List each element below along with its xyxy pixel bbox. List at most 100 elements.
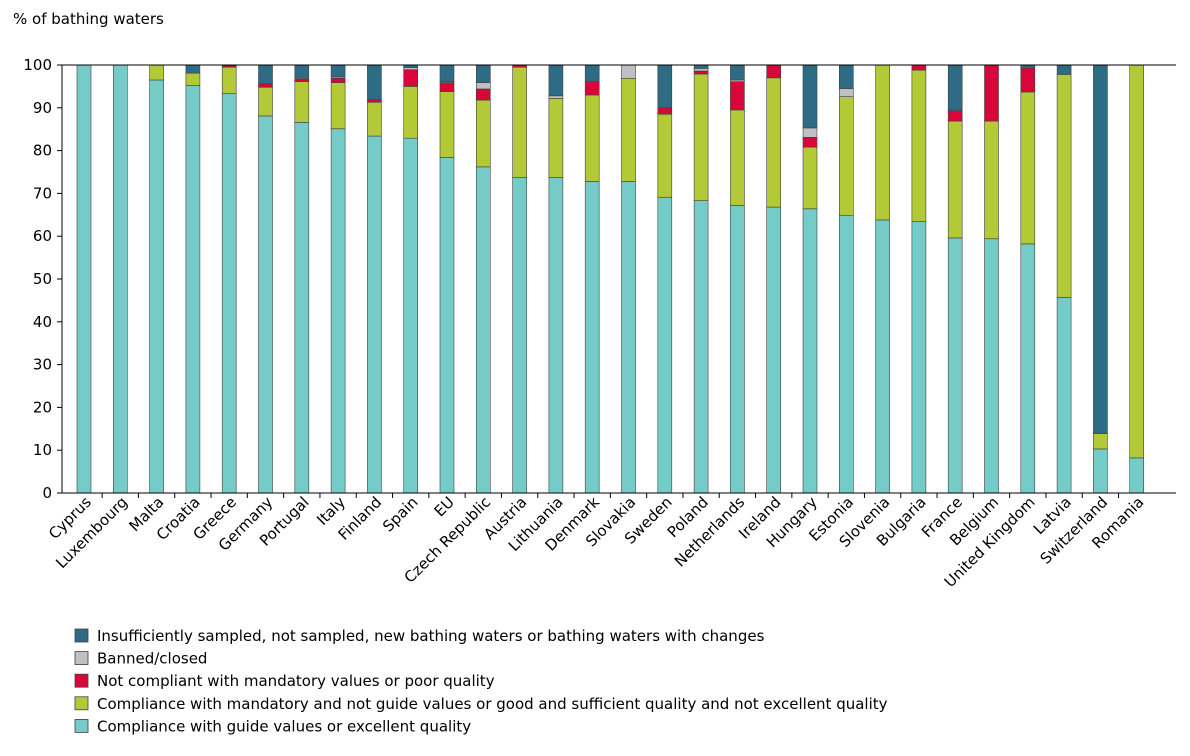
bar-segment-eu-s0 [439,157,455,494]
legend-swatch [74,696,89,711]
bar-segment-bulgaria-s2 [911,64,927,71]
legend-label: Insufficiently sampled, not sampled, new… [97,627,765,645]
bar-segment-netherlands-s0 [730,205,745,494]
bar-segment-germany-s0 [258,115,273,494]
bar-segment-finland-s1 [367,101,382,137]
bar-segment-denmark-s0 [584,181,600,494]
legend-swatch [74,628,89,643]
bar-segment-luxembourg-s0 [113,64,128,494]
bar-segment-greece-s0 [221,93,237,494]
bar-segment-estonia-s4 [838,64,854,89]
bar-segment-france-s4 [947,64,963,111]
bar-segment-hungary-s2 [802,137,818,148]
bar-segment-poland-s2 [693,70,709,75]
bar-segment-czech-republic-s0 [475,166,491,494]
bar-segment-switzerland-s1 [1093,433,1108,450]
bar-segment-italy-s4 [330,64,346,78]
bar-segment-lithuania-s4 [548,64,564,97]
bar-segment-slovakia-s3 [621,64,636,79]
bar-segment-belgium-s2 [984,64,999,122]
bar-segment-sweden-s0 [657,196,673,494]
bar-segment-estonia-s3 [838,88,854,97]
y-tick-label: 100 [23,56,52,74]
bar-segment-finland-s2 [367,99,382,103]
bar-segment-latvia-s4 [1056,64,1072,75]
x-category-labels: CyprusLuxembourgMaltaCroatiaGreeceGerman… [45,493,1147,591]
bar-segment-poland-s1 [693,73,709,201]
bar-segment-hungary-s1 [802,146,818,210]
axes-layer [57,64,1176,498]
bar-segment-ireland-s1 [766,77,782,208]
bar-segment-austria-s0 [512,177,527,494]
y-tick-label: 50 [33,270,52,288]
bar-segment-eu-s2 [439,82,455,92]
bar-segment-switzerland-s4 [1093,64,1108,434]
bar-segment-netherlands-s4 [730,64,745,81]
bar-segment-germany-s1 [258,86,273,117]
bar-segment-slovakia-s1 [621,77,636,182]
bar-segment-portugal-s0 [294,122,310,494]
bar-segment-spain-s0 [403,137,419,494]
bar-segment-slovenia-s0 [875,219,890,494]
bar-segment-denmark-s1 [584,94,600,182]
legend-label: Compliance with mandatory and not guide … [97,695,888,713]
bar-segment-germany-s2 [258,83,273,88]
bar-segment-spain-s2 [403,69,419,87]
bar-segment-lithuania-s0 [548,177,564,494]
y-tick-label: 80 [33,142,52,160]
legend-label: Not compliant with mandatory values or p… [97,672,495,690]
bar-segment-hungary-s3 [802,127,818,138]
bar-segment-romania-s0 [1129,457,1144,494]
y-tick-labels: 0 10 20 30 40 50 60 70 80 90 100 [23,56,52,502]
y-tick-label: 10 [33,441,52,459]
bar-segment-denmark-s4 [584,64,600,82]
bar-segment-czech-republic-s1 [475,99,491,168]
y-tick-label: 40 [33,313,52,331]
bar-segment-belgium-s0 [984,238,999,494]
bar-segment-finland-s0 [367,135,382,494]
bar-segment-hungary-s0 [802,208,818,494]
bar-segment-germany-s4 [258,64,273,85]
bar-segment-france-s2 [947,110,963,122]
bars-layer [76,64,1144,494]
bar-segment-united-kingdom-s2 [1020,67,1036,93]
bar-segment-poland-s4 [693,64,709,69]
bar-segment-italy-s2 [330,77,346,83]
y-tick-label: 30 [33,356,52,374]
legend-label: Banned/closed [97,650,207,668]
bar-segment-italy-s0 [330,128,346,494]
bar-segment-bulgaria-s1 [911,69,927,222]
legend-label: Compliance with guide values or excellen… [97,717,471,735]
bar-segment-spain-s1 [403,86,419,139]
bar-segment-portugal-s1 [294,81,310,123]
bar-segment-belgium-s1 [984,120,999,240]
bar-segment-malta-s0 [149,79,164,494]
bar-segment-slovakia-s0 [621,181,636,494]
y-tick-label: 70 [33,184,52,202]
bar-segment-estonia-s1 [838,96,854,216]
bar-segment-sweden-s2 [657,107,673,115]
bar-segment-hungary-s4 [802,64,818,129]
bar-segment-sweden-s1 [657,113,673,198]
bar-segment-united-kingdom-s1 [1020,91,1036,245]
bar-segment-eu-s4 [439,64,455,82]
legend: Insufficiently sampled, not sampled, new… [74,627,888,735]
legend-swatch [74,719,89,733]
bar-segment-spain-s3 [403,67,419,71]
bar-segment-italy-s1 [330,82,346,130]
bar-segment-france-s1 [947,120,963,239]
y-tick-label: 60 [33,227,52,245]
bar-segment-bulgaria-s0 [911,221,927,494]
bar-segment-eu-s1 [439,91,455,158]
bar-segment-estonia-s0 [838,215,854,494]
bar-segment-austria-s1 [512,66,527,178]
bar-segment-croatia-s4 [185,64,201,74]
legend-swatch [74,673,89,688]
bar-segment-czech-republic-s3 [475,82,491,90]
bar-segment-czech-republic-s4 [475,64,491,83]
y-tick-label: 90 [33,99,52,117]
bar-segment-czech-republic-s2 [475,88,491,101]
bar-segment-portugal-s4 [294,64,310,79]
bar-segment-romania-s1 [1129,64,1144,459]
